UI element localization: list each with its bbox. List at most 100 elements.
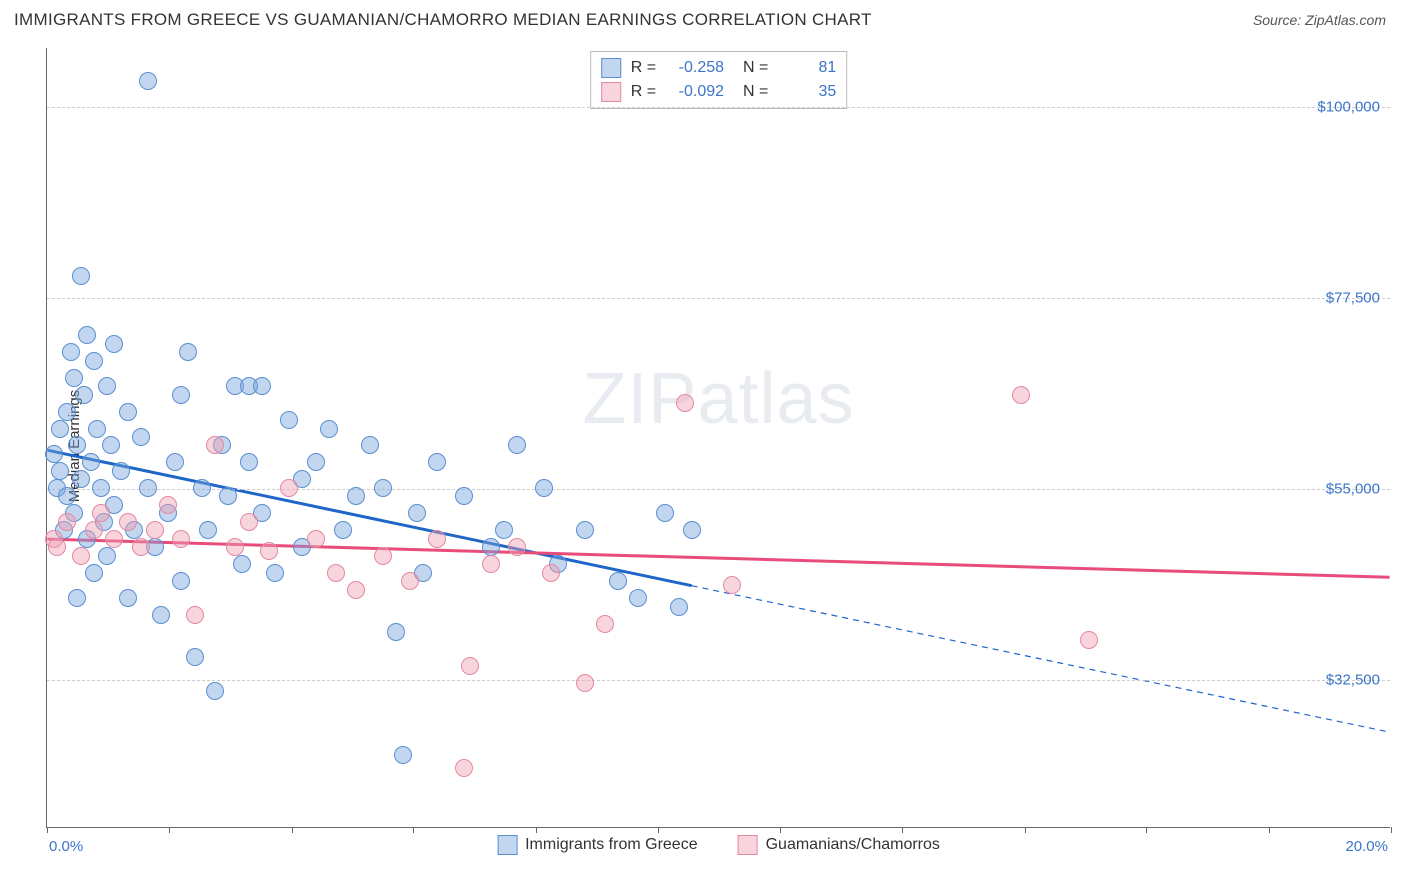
data-point-series-0 xyxy=(280,411,298,429)
data-point-series-0 xyxy=(186,648,204,666)
data-point-series-0 xyxy=(102,436,120,454)
data-point-series-1 xyxy=(542,564,560,582)
data-point-series-0 xyxy=(139,479,157,497)
legend-swatch-1 xyxy=(738,835,758,855)
x-tick xyxy=(1269,827,1270,833)
trend-line xyxy=(47,450,691,585)
data-point-series-0 xyxy=(112,462,130,480)
data-point-series-0 xyxy=(320,420,338,438)
data-point-series-1 xyxy=(119,513,137,531)
data-point-series-0 xyxy=(609,572,627,590)
gridline xyxy=(47,298,1390,299)
data-point-series-1 xyxy=(461,657,479,675)
data-point-series-0 xyxy=(253,377,271,395)
x-axis-min-label: 0.0% xyxy=(49,838,83,855)
data-point-series-0 xyxy=(68,436,86,454)
data-point-series-1 xyxy=(596,615,614,633)
data-point-series-0 xyxy=(233,555,251,573)
data-point-series-0 xyxy=(347,487,365,505)
x-tick xyxy=(902,827,903,833)
data-point-series-1 xyxy=(482,555,500,573)
data-point-series-0 xyxy=(394,746,412,764)
legend-item-0: Immigrants from Greece xyxy=(497,835,697,855)
data-point-series-1 xyxy=(186,606,204,624)
data-point-series-1 xyxy=(576,674,594,692)
x-tick xyxy=(536,827,537,833)
scatter-chart: ZIPatlas R = -0.258 N = 81 R = -0.092 N … xyxy=(46,48,1390,828)
chart-source: Source: ZipAtlas.com xyxy=(1253,12,1386,28)
data-point-series-0 xyxy=(361,436,379,454)
trend-lines xyxy=(47,48,1390,827)
gridline xyxy=(47,489,1390,490)
chart-header: IMMIGRANTS FROM GREECE VS GUAMANIAN/CHAM… xyxy=(0,0,1406,35)
data-point-series-1 xyxy=(58,513,76,531)
x-tick xyxy=(47,827,48,833)
data-point-series-0 xyxy=(482,538,500,556)
y-tick-label: $55,000 xyxy=(1326,480,1380,497)
data-point-series-1 xyxy=(206,436,224,454)
data-point-series-0 xyxy=(139,72,157,90)
data-point-series-0 xyxy=(193,479,211,497)
data-point-series-0 xyxy=(408,504,426,522)
data-point-series-0 xyxy=(428,453,446,471)
data-point-series-0 xyxy=(62,343,80,361)
y-tick-label: $32,500 xyxy=(1326,671,1380,688)
legend-label-0: Immigrants from Greece xyxy=(525,836,697,854)
data-point-series-0 xyxy=(51,420,69,438)
x-tick xyxy=(413,827,414,833)
data-point-series-0 xyxy=(495,521,513,539)
legend-label-1: Guamanians/Chamorros xyxy=(766,836,940,854)
data-point-series-0 xyxy=(51,462,69,480)
data-point-series-1 xyxy=(1012,386,1030,404)
data-point-series-1 xyxy=(226,538,244,556)
data-point-series-0 xyxy=(206,682,224,700)
x-tick xyxy=(1146,827,1147,833)
x-axis-max-label: 20.0% xyxy=(1345,838,1388,855)
x-tick xyxy=(658,827,659,833)
data-point-series-0 xyxy=(374,479,392,497)
data-point-series-1 xyxy=(280,479,298,497)
gridline xyxy=(47,680,1390,681)
data-point-series-0 xyxy=(670,598,688,616)
data-point-series-0 xyxy=(219,487,237,505)
data-point-series-0 xyxy=(45,445,63,463)
data-point-series-0 xyxy=(629,589,647,607)
y-tick-label: $77,500 xyxy=(1326,290,1380,307)
data-point-series-0 xyxy=(98,547,116,565)
data-point-series-0 xyxy=(68,589,86,607)
data-point-series-1 xyxy=(72,547,90,565)
data-point-series-0 xyxy=(132,428,150,446)
legend-item-1: Guamanians/Chamorros xyxy=(738,835,940,855)
data-point-series-0 xyxy=(387,623,405,641)
data-point-series-0 xyxy=(75,386,93,404)
data-point-series-1 xyxy=(508,538,526,556)
data-point-series-0 xyxy=(78,326,96,344)
data-point-series-0 xyxy=(508,436,526,454)
series-legend: Immigrants from Greece Guamanians/Chamor… xyxy=(497,835,940,855)
data-point-series-0 xyxy=(119,403,137,421)
data-point-series-0 xyxy=(72,267,90,285)
data-point-series-1 xyxy=(455,759,473,777)
data-point-series-0 xyxy=(82,453,100,471)
data-point-series-1 xyxy=(260,542,278,560)
data-point-series-0 xyxy=(199,521,217,539)
data-point-series-1 xyxy=(92,504,110,522)
data-point-series-0 xyxy=(307,453,325,471)
data-point-series-0 xyxy=(334,521,352,539)
data-point-series-1 xyxy=(428,530,446,548)
x-tick xyxy=(780,827,781,833)
x-tick xyxy=(292,827,293,833)
data-point-series-0 xyxy=(166,453,184,471)
data-point-series-1 xyxy=(240,513,258,531)
data-point-series-0 xyxy=(172,572,190,590)
data-point-series-0 xyxy=(535,479,553,497)
data-point-series-0 xyxy=(179,343,197,361)
data-point-series-1 xyxy=(1080,631,1098,649)
data-point-series-0 xyxy=(92,479,110,497)
trend-line xyxy=(692,586,1390,732)
data-point-series-1 xyxy=(347,581,365,599)
data-point-series-0 xyxy=(266,564,284,582)
data-point-series-1 xyxy=(723,576,741,594)
data-point-series-0 xyxy=(58,403,76,421)
data-point-series-1 xyxy=(159,496,177,514)
